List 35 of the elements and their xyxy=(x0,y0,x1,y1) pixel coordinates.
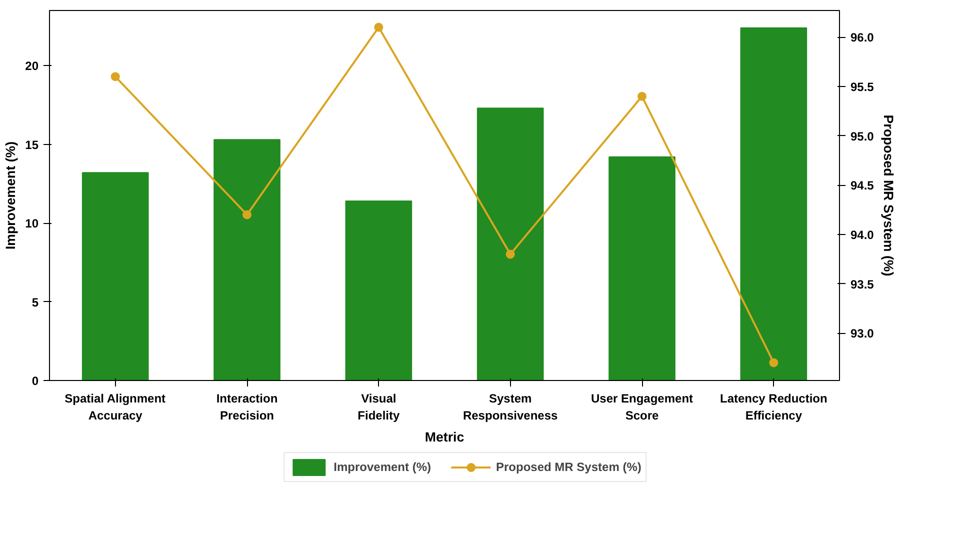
y-tick-label: 10 xyxy=(25,216,39,231)
point xyxy=(769,358,778,368)
bar xyxy=(476,108,544,380)
x-axis-title: Metric xyxy=(424,429,465,444)
x-tick-label: System Responsiveness xyxy=(462,392,558,422)
y2-tick-label: 95.5 xyxy=(850,80,874,94)
x-tick-label: User Engagement Score xyxy=(590,392,694,422)
point xyxy=(638,92,646,101)
y2-tick-label: 93.5 xyxy=(850,277,874,292)
x-tick-label: Spatial Alignment Accuracy xyxy=(64,392,166,422)
y2-tick-label: 95.0 xyxy=(850,129,874,144)
x-tick-label: Latency Reduction Efficiency xyxy=(720,392,828,422)
y2-tick-label: 96.0 xyxy=(850,30,874,45)
bar xyxy=(608,156,676,380)
y-tick-label: 0 xyxy=(32,374,39,388)
y-tick-label: 20 xyxy=(25,59,39,74)
y2-tick-label: 94.5 xyxy=(850,178,874,193)
bar xyxy=(82,172,149,380)
point xyxy=(242,210,252,220)
legend-label: Proposed MR System (%) xyxy=(496,460,642,474)
y-tick-label: 5 xyxy=(32,295,39,310)
bar xyxy=(345,200,412,380)
x-tick-label: Visual Fidelity xyxy=(358,392,400,422)
legend-label: Improvement (%) xyxy=(334,460,431,474)
y2-tick-label: 94.0 xyxy=(850,228,874,242)
point xyxy=(506,250,515,259)
y-axis-title: Improvement (%) xyxy=(3,141,18,250)
point xyxy=(110,72,120,82)
y2-tick-label: 93.0 xyxy=(850,326,874,341)
x-tick-label: Interaction Precision xyxy=(216,392,278,422)
y-tick-label: 15 xyxy=(25,138,39,152)
point xyxy=(374,22,384,32)
bar xyxy=(740,27,808,380)
y2-axis-title: Proposed MR System (%) xyxy=(880,114,896,276)
bar xyxy=(214,139,280,380)
